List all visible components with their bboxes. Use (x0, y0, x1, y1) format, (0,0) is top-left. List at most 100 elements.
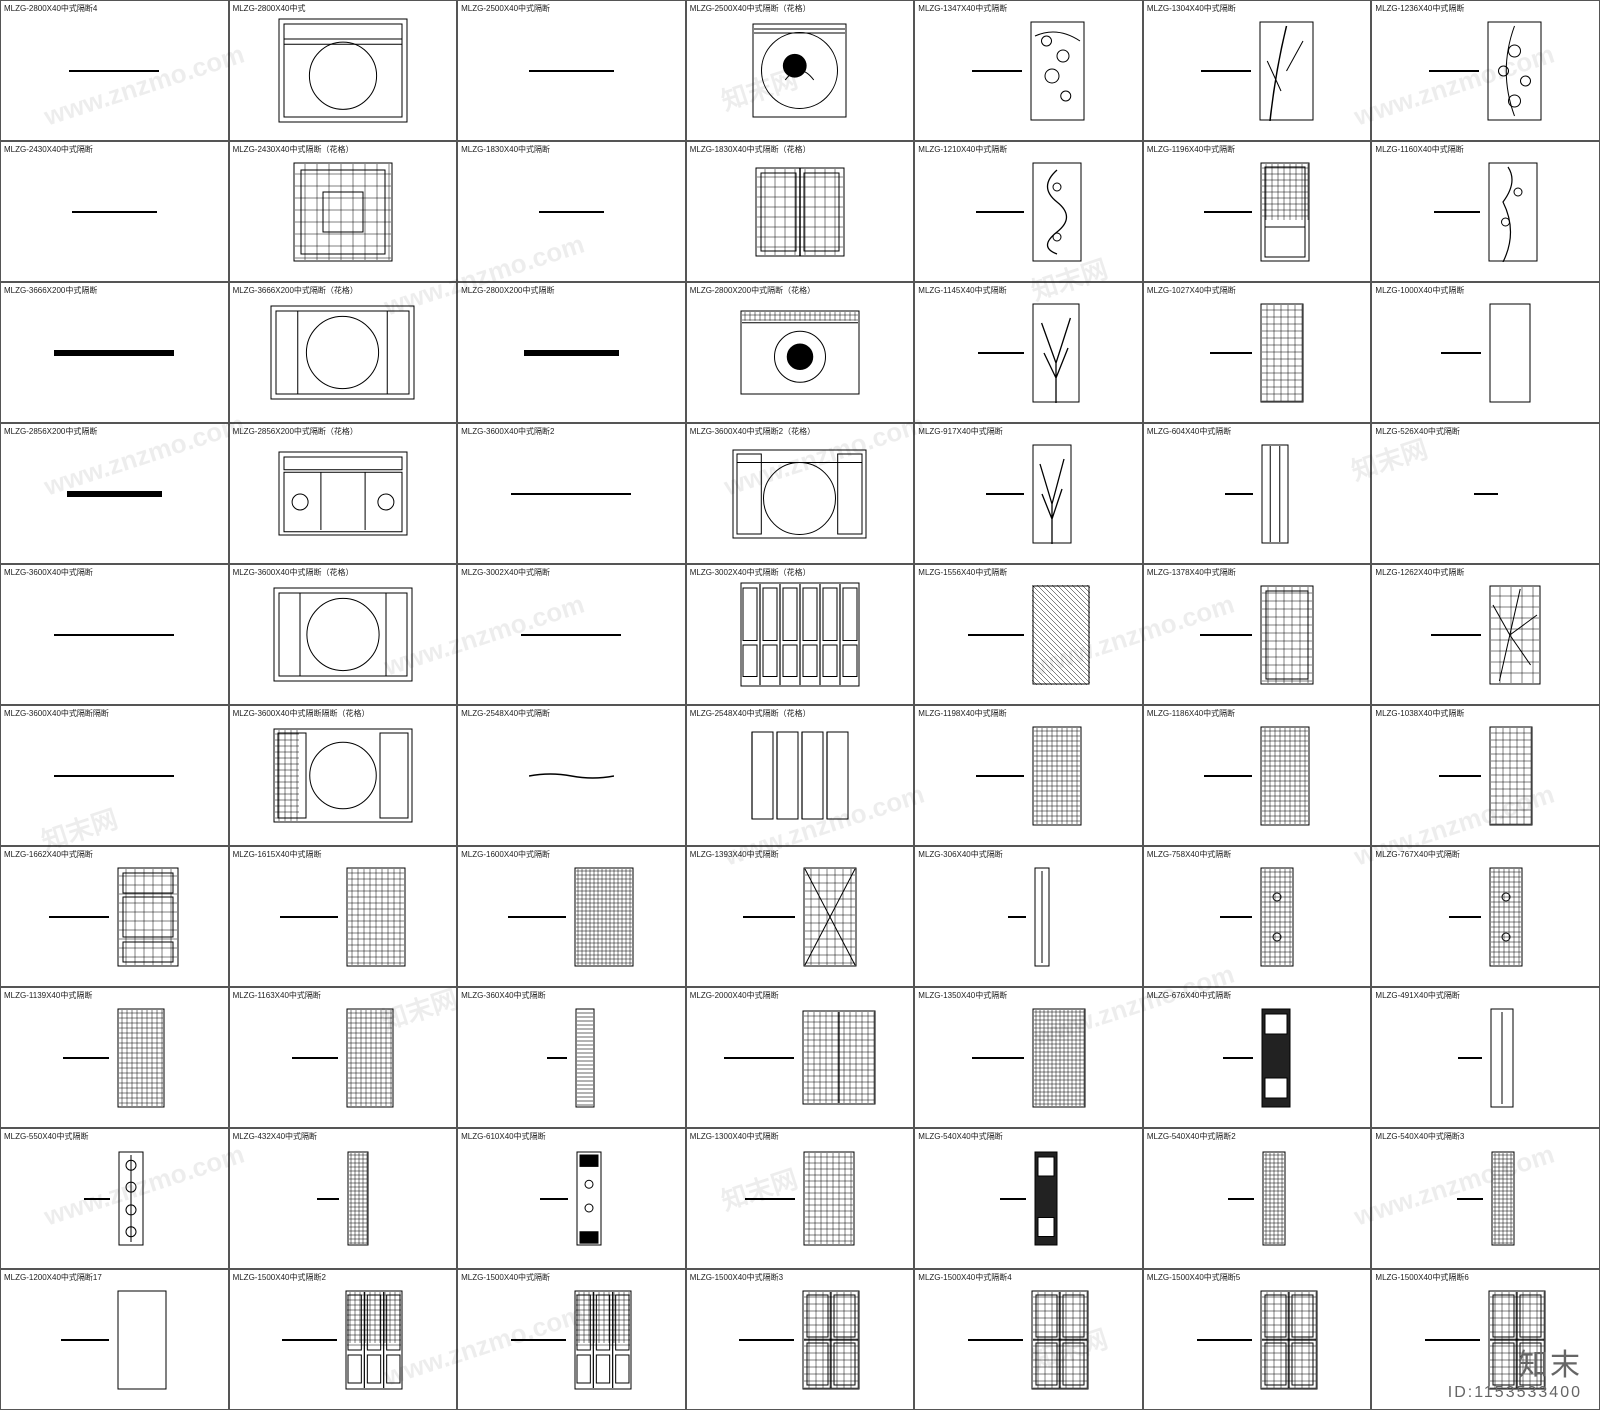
catalog-cell[interactable]: MLZG-1600X40中式隔断 (457, 846, 686, 987)
cell-label: MLZG-2856X200中式隔断 (4, 426, 97, 437)
catalog-cell[interactable]: MLZG-1236X40中式隔断 (1371, 0, 1600, 141)
catalog-cell[interactable]: MLZG-1347X40中式隔断 (914, 0, 1143, 141)
cell-swatch (915, 988, 1142, 1127)
cell-swatch (458, 424, 685, 563)
catalog-cell[interactable]: MLZG-2548X40中式隔断（花格） (686, 705, 915, 846)
catalog-cell[interactable]: MLZG-2856X200中式隔断 (0, 423, 229, 564)
catalog-cell[interactable]: MLZG-1350X40中式隔断 (914, 987, 1143, 1128)
catalog-cell[interactable]: MLZG-1500X40中式隔断3 (686, 1269, 915, 1410)
catalog-cell[interactable]: MLZG-3666X200中式隔断（花格） (229, 282, 458, 423)
cell-label: MLZG-1556X40中式隔断 (918, 567, 1007, 578)
catalog-cell[interactable]: MLZG-1210X40中式隔断 (914, 141, 1143, 282)
catalog-cell[interactable]: MLZG-676X40中式隔断 (1143, 987, 1372, 1128)
catalog-cell[interactable]: MLZG-3600X40中式隔断2（花格） (686, 423, 915, 564)
catalog-cell[interactable]: MLZG-917X40中式隔断 (914, 423, 1143, 564)
plan-view-line (724, 1057, 794, 1059)
catalog-cell[interactable]: MLZG-1662X40中式隔断 (0, 846, 229, 987)
catalog-cell[interactable]: MLZG-1500X40中式隔断2 (229, 1269, 458, 1410)
catalog-cell[interactable]: MLZG-3666X200中式隔断 (0, 282, 229, 423)
cell-label: MLZG-1350X40中式隔断 (918, 990, 1007, 1001)
cell-swatch (458, 988, 685, 1127)
elevation-thumbnail (574, 1290, 632, 1390)
catalog-cell[interactable]: MLZG-2800X40中式隔断4 (0, 0, 229, 141)
catalog-cell[interactable]: MLZG-1160X40中式隔断 (1371, 141, 1600, 282)
catalog-cell[interactable]: MLZG-2500X40中式隔断（花格） (686, 0, 915, 141)
catalog-cell[interactable]: MLZG-2800X200中式隔断 (457, 282, 686, 423)
catalog-cell[interactable]: MLZG-2548X40中式隔断 (457, 705, 686, 846)
catalog-cell[interactable]: MLZG-3600X40中式隔断隔断（花格） (229, 705, 458, 846)
cell-label: MLZG-1304X40中式隔断 (1147, 3, 1236, 14)
catalog-cell[interactable]: MLZG-604X40中式隔断 (1143, 423, 1372, 564)
catalog-cell[interactable]: MLZG-3600X40中式隔断（花格） (229, 564, 458, 705)
cell-swatch (1, 283, 228, 422)
catalog-cell[interactable]: MLZG-1262X40中式隔断 (1371, 564, 1600, 705)
catalog-cell[interactable]: MLZG-3002X40中式隔断 (457, 564, 686, 705)
elevation-thumbnail (1259, 21, 1314, 121)
cell-swatch (458, 283, 685, 422)
plan-view-line (1441, 352, 1481, 354)
catalog-cell[interactable]: MLZG-3600X40中式隔断2 (457, 423, 686, 564)
cell-label: MLZG-767X40中式隔断 (1375, 849, 1459, 860)
catalog-cell[interactable]: MLZG-758X40中式隔断 (1143, 846, 1372, 987)
catalog-cell[interactable]: MLZG-1200X40中式隔断17 (0, 1269, 229, 1410)
catalog-cell[interactable]: MLZG-2430X40中式隔断 (0, 141, 229, 282)
cell-label: MLZG-1500X40中式隔断6 (1375, 1272, 1468, 1283)
catalog-cell[interactable]: MLZG-2000X40中式隔断 (686, 987, 915, 1128)
catalog-cell[interactable]: MLZG-306X40中式隔断 (914, 846, 1143, 987)
catalog-cell[interactable]: MLZG-1500X40中式隔断4 (914, 1269, 1143, 1410)
catalog-cell[interactable]: MLZG-2800X200中式隔断（花格） (686, 282, 915, 423)
plan-view-line (1429, 70, 1479, 72)
cell-label: MLZG-3666X200中式隔断 (4, 285, 97, 296)
catalog-cell[interactable]: MLZG-1556X40中式隔断 (914, 564, 1143, 705)
catalog-cell[interactable]: MLZG-1500X40中式隔断 (457, 1269, 686, 1410)
catalog-cell[interactable]: MLZG-1145X40中式隔断 (914, 282, 1143, 423)
catalog-cell[interactable]: MLZG-1027X40中式隔断 (1143, 282, 1372, 423)
plan-view-line (524, 350, 619, 356)
catalog-cell[interactable]: MLZG-1830X40中式隔断 (457, 141, 686, 282)
catalog-cell[interactable]: MLZG-550X40中式隔断 (0, 1128, 229, 1269)
catalog-cell[interactable]: MLZG-1163X40中式隔断 (229, 987, 458, 1128)
catalog-cell[interactable]: MLZG-540X40中式隔断3 (1371, 1128, 1600, 1269)
cell-label: MLZG-1163X40中式隔断 (233, 990, 321, 1001)
catalog-cell[interactable]: MLZG-1038X40中式隔断 (1371, 705, 1600, 846)
catalog-cell[interactable]: MLZG-360X40中式隔断 (457, 987, 686, 1128)
elevation-thumbnail (278, 18, 408, 123)
catalog-cell[interactable]: MLZG-2800X40中式 (229, 0, 458, 141)
cell-label: MLZG-1139X40中式隔断 (4, 990, 92, 1001)
cell-swatch (230, 142, 457, 281)
catalog-cell[interactable]: MLZG-3002X40中式隔断（花格） (686, 564, 915, 705)
cell-swatch (1372, 1129, 1599, 1268)
catalog-cell[interactable]: MLZG-1186X40中式隔断 (1143, 705, 1372, 846)
catalog-cell[interactable]: MLZG-540X40中式隔断 (914, 1128, 1143, 1269)
catalog-cell[interactable]: MLZG-1500X40中式隔断5 (1143, 1269, 1372, 1410)
catalog-cell[interactable]: MLZG-3600X40中式隔断 (0, 564, 229, 705)
catalog-cell[interactable]: MLZG-1304X40中式隔断 (1143, 0, 1372, 141)
catalog-cell[interactable]: MLZG-1196X40中式隔断 (1143, 141, 1372, 282)
catalog-cell[interactable]: MLZG-1139X40中式隔断 (0, 987, 229, 1128)
cell-label: MLZG-917X40中式隔断 (918, 426, 1002, 437)
catalog-cell[interactable]: MLZG-491X40中式隔断 (1371, 987, 1600, 1128)
catalog-cell[interactable]: MLZG-432X40中式隔断 (229, 1128, 458, 1269)
catalog-cell[interactable]: MLZG-1393X40中式隔断 (686, 846, 915, 987)
cell-swatch (230, 1270, 457, 1409)
catalog-cell[interactable]: MLZG-2500X40中式隔断 (457, 0, 686, 141)
catalog-cell[interactable]: MLZG-1000X40中式隔断 (1371, 282, 1600, 423)
cell-swatch (458, 1129, 685, 1268)
catalog-cell[interactable]: MLZG-3600X40中式隔断隔断 (0, 705, 229, 846)
footer-brand: 知末 ID:1153533400 (1448, 1340, 1582, 1402)
catalog-cell[interactable]: MLZG-1198X40中式隔断 (914, 705, 1143, 846)
catalog-cell[interactable]: MLZG-610X40中式隔断 (457, 1128, 686, 1269)
catalog-cell[interactable]: MLZG-2856X200中式隔断（花格） (229, 423, 458, 564)
cell-label: MLZG-1198X40中式隔断 (918, 708, 1006, 719)
catalog-cell[interactable]: MLZG-2430X40中式隔断（花格） (229, 141, 458, 282)
catalog-cell[interactable]: MLZG-767X40中式隔断 (1371, 846, 1600, 987)
catalog-cell[interactable]: MLZG-1830X40中式隔断（花格） (686, 141, 915, 282)
catalog-cell[interactable]: MLZG-1615X40中式隔断 (229, 846, 458, 987)
cell-swatch (915, 1129, 1142, 1268)
cell-label: MLZG-2000X40中式隔断 (690, 990, 779, 1001)
catalog-cell[interactable]: MLZG-1378X40中式隔断 (1143, 564, 1372, 705)
catalog-cell[interactable]: MLZG-540X40中式隔断2 (1143, 1128, 1372, 1269)
catalog-cell[interactable]: MLZG-1300X40中式隔断 (686, 1128, 915, 1269)
catalog-cell[interactable]: MLZG-526X40中式隔断 (1371, 423, 1600, 564)
elevation-thumbnail (293, 162, 393, 262)
